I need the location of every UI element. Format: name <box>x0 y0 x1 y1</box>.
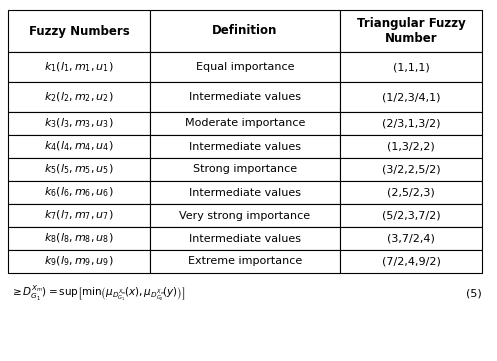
Text: Intermediate values: Intermediate values <box>189 92 301 102</box>
Bar <box>8 112 150 135</box>
Text: $k_3(l_3,m_3,u_3)$: $k_3(l_3,m_3,u_3)$ <box>44 117 114 130</box>
Text: (3,7/2,4): (3,7/2,4) <box>387 234 435 244</box>
Text: Triangular Fuzzy
Number: Triangular Fuzzy Number <box>357 17 465 45</box>
Text: Strong importance: Strong importance <box>193 165 297 174</box>
Bar <box>8 135 150 158</box>
Text: (3/2,2,5/2): (3/2,2,5/2) <box>382 165 440 174</box>
Bar <box>8 181 150 204</box>
Text: Intermediate values: Intermediate values <box>189 142 301 152</box>
Bar <box>150 181 340 204</box>
Bar <box>150 112 340 135</box>
Text: Very strong importance: Very strong importance <box>179 210 311 221</box>
Text: Definition: Definition <box>212 25 278 38</box>
Text: $k_7(l_7,m_7,u_7)$: $k_7(l_7,m_7,u_7)$ <box>44 209 114 222</box>
Bar <box>8 204 150 227</box>
Bar <box>340 10 482 52</box>
Bar <box>8 227 150 250</box>
Text: $k_9(l_9,m_9,u_9)$: $k_9(l_9,m_9,u_9)$ <box>44 255 114 268</box>
Text: Moderate importance: Moderate importance <box>185 118 305 129</box>
Bar <box>340 158 482 181</box>
Text: Equal importance: Equal importance <box>196 62 294 72</box>
Bar <box>340 181 482 204</box>
Bar <box>150 158 340 181</box>
Text: Intermediate values: Intermediate values <box>189 187 301 197</box>
Text: $k_1(l_1,m_1,u_1)$: $k_1(l_1,m_1,u_1)$ <box>44 60 114 74</box>
Bar <box>150 204 340 227</box>
Bar <box>8 82 150 112</box>
Text: (1,3/2,2): (1,3/2,2) <box>387 142 435 152</box>
Bar <box>150 250 340 273</box>
Text: $k_8(l_8,m_8,u_8)$: $k_8(l_8,m_8,u_8)$ <box>44 232 114 245</box>
Text: (5): (5) <box>466 288 482 298</box>
Text: (2/3,1,3/2): (2/3,1,3/2) <box>382 118 440 129</box>
Bar <box>150 10 340 52</box>
Text: Extreme importance: Extreme importance <box>188 257 302 266</box>
Text: $k_6(l_6,m_6,u_6)$: $k_6(l_6,m_6,u_6)$ <box>44 186 114 199</box>
Bar <box>8 10 150 52</box>
Bar <box>150 52 340 82</box>
Bar <box>340 112 482 135</box>
Text: (1,1,1): (1,1,1) <box>393 62 429 72</box>
Text: $k_2(l_2,m_2,u_2)$: $k_2(l_2,m_2,u_2)$ <box>44 90 114 104</box>
Bar <box>340 204 482 227</box>
Text: (5/2,3,7/2): (5/2,3,7/2) <box>382 210 440 221</box>
Bar <box>150 227 340 250</box>
Bar <box>340 82 482 112</box>
Text: Intermediate values: Intermediate values <box>189 234 301 244</box>
Bar <box>340 227 482 250</box>
Bar <box>8 158 150 181</box>
Text: $k_5(l_5,m_5,u_5)$: $k_5(l_5,m_5,u_5)$ <box>44 163 114 176</box>
Bar <box>340 52 482 82</box>
Bar <box>8 250 150 273</box>
Bar <box>8 52 150 82</box>
Text: (7/2,4,9/2): (7/2,4,9/2) <box>382 257 440 266</box>
Text: $\geq D_{G_1}^{X_m}) = \mathrm{sup}\left[\min\left(\mu_{D_{G_1}^{X_m}}\!(x),\mu_: $\geq D_{G_1}^{X_m}) = \mathrm{sup}\left… <box>10 283 185 303</box>
Text: Fuzzy Numbers: Fuzzy Numbers <box>29 25 129 38</box>
Bar <box>150 82 340 112</box>
Bar <box>340 250 482 273</box>
Bar <box>150 135 340 158</box>
Text: (1/2,3/4,1): (1/2,3/4,1) <box>382 92 440 102</box>
Bar <box>340 135 482 158</box>
Text: (2,5/2,3): (2,5/2,3) <box>387 187 435 197</box>
Text: $k_4(l_4,m_4,u_4)$: $k_4(l_4,m_4,u_4)$ <box>44 140 114 153</box>
